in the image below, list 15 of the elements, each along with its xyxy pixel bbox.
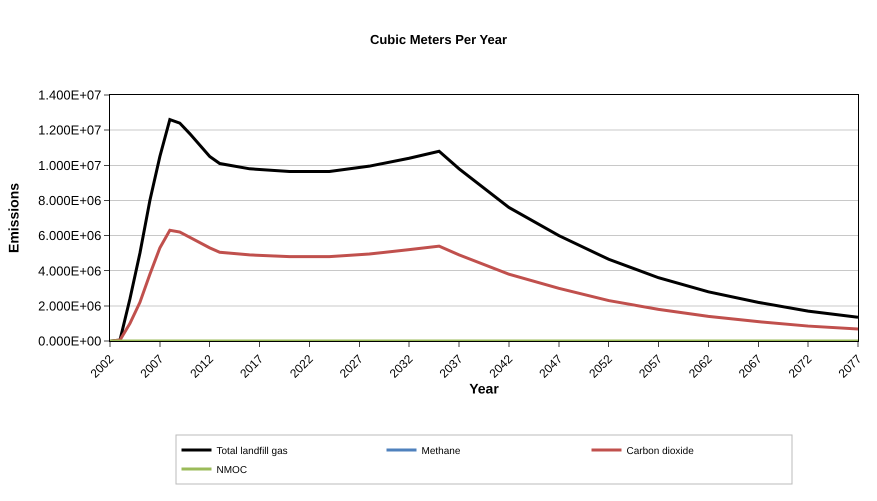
y-tick-label: 0.000E+00: [38, 334, 102, 349]
y-tick-label: 6.000E+06: [38, 228, 102, 244]
legend-label: Carbon dioxide: [626, 446, 694, 457]
y-tick-label: 1.000E+07: [38, 158, 102, 173]
legend-label: Total landfill gas: [216, 446, 288, 457]
y-axis-title: Emissions: [6, 182, 22, 254]
x-axis-title: Year: [469, 380, 500, 397]
y-tick-label: 2.000E+06: [38, 298, 102, 314]
y-tick-label: 8.000E+06: [38, 192, 102, 208]
y-tick-label: 4.000E+06: [38, 263, 102, 278]
legend-label: Methane: [422, 446, 461, 457]
legend-label: NMOC: [216, 464, 248, 476]
y-tick-label: 1.200E+07: [38, 122, 102, 138]
y-tick-label: 1.400E+07: [38, 88, 102, 103]
chart-title: Cubic Meters Per Year: [370, 32, 508, 48]
